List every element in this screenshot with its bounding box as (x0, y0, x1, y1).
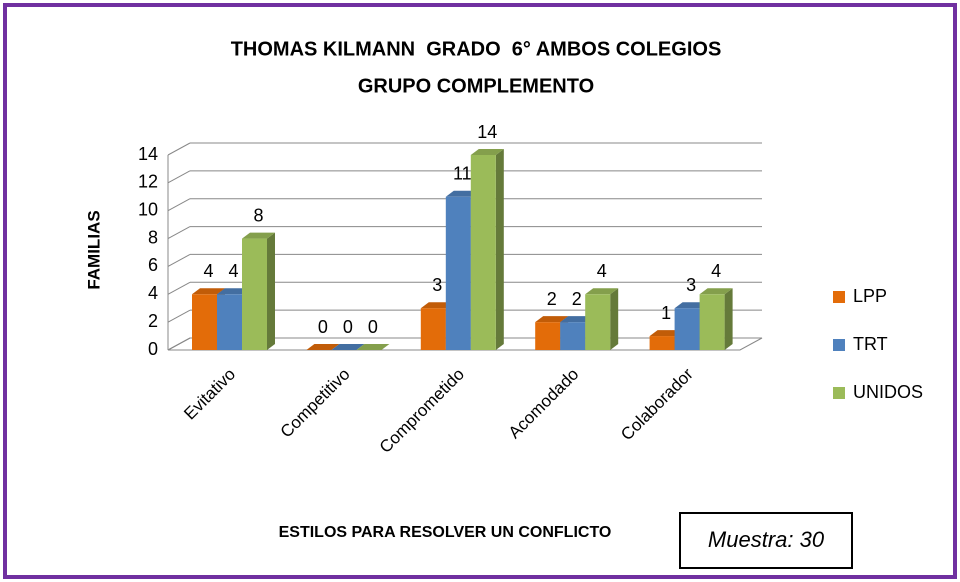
y-axis-title: FAMILIAS (84, 210, 103, 289)
grid-line (167, 226, 191, 240)
grid-line (167, 309, 191, 323)
legend-label: UNIDOS (853, 382, 923, 402)
bar-top (585, 288, 619, 295)
data-label: 4 (228, 261, 238, 281)
bar-front (242, 238, 267, 350)
bar-front (560, 322, 586, 350)
data-label: 3 (686, 275, 696, 295)
bar (242, 232, 275, 350)
legend-swatch (833, 339, 845, 351)
bar-top (535, 316, 569, 323)
data-label: 14 (477, 122, 497, 142)
bar (331, 344, 365, 350)
bar-front (445, 196, 471, 350)
data-label: 3 (432, 275, 442, 295)
y-tick-label: 0 (148, 339, 158, 359)
bar-top (420, 302, 454, 309)
data-label: 1 (661, 303, 671, 323)
bar-front (192, 294, 217, 350)
bar-front (585, 294, 611, 350)
bar (699, 288, 733, 350)
bar (306, 344, 340, 350)
bar-side (610, 288, 619, 350)
bar-top (445, 190, 479, 197)
bar-top (560, 316, 594, 323)
x-axis-title: ESTILOS PARA RESOLVER UN CONFLICTO (279, 524, 612, 541)
legend-swatch (833, 387, 845, 399)
bar-top (699, 288, 733, 295)
grid-line (167, 253, 191, 267)
bar-front (420, 308, 446, 350)
grid-line (167, 142, 191, 156)
grid-line (167, 281, 191, 295)
y-tick-label: 8 (148, 227, 158, 247)
data-label: 11 (453, 164, 472, 184)
bar-top (306, 344, 340, 350)
bar (585, 288, 619, 350)
bar-front (470, 155, 496, 350)
bar-top (242, 232, 275, 239)
data-label: 8 (253, 205, 263, 225)
data-label: 0 (368, 317, 378, 337)
grid-line (167, 198, 191, 212)
bar-top (217, 288, 250, 295)
grid-line (167, 170, 191, 184)
data-label: 2 (572, 289, 582, 309)
bar-front (699, 294, 725, 350)
bar-top (470, 149, 504, 155)
bar-front (535, 322, 561, 350)
y-tick-label: 14 (138, 144, 158, 164)
data-label: 4 (711, 261, 721, 281)
y-tick-label: 6 (148, 255, 158, 275)
bar-front (649, 336, 675, 350)
legend-label: TRT (853, 334, 888, 354)
bar-top (331, 344, 365, 350)
bar-front (674, 308, 700, 350)
data-label: 0 (318, 317, 328, 337)
y-tick-label: 2 (148, 311, 158, 331)
y-tick-label: 4 (148, 283, 158, 303)
chart-title: THOMAS KILMANN GRADO 6° AMBOS COLEGIOS (231, 38, 722, 60)
bar-side (495, 149, 504, 350)
bar-side (724, 288, 733, 350)
data-label: 2 (547, 289, 557, 309)
bar (470, 149, 504, 350)
legend-swatch (833, 291, 845, 303)
annotation-box (679, 512, 853, 569)
data-label: 4 (203, 261, 213, 281)
bar-side (267, 232, 275, 350)
bar-top (356, 344, 390, 350)
data-label: 4 (597, 261, 607, 281)
bar-top (649, 330, 683, 337)
bar-front (217, 294, 242, 350)
annotation: Muestra: 30 (708, 527, 825, 552)
bar (356, 344, 390, 350)
legend-label: LPP (853, 286, 887, 306)
grid-line (167, 337, 191, 351)
data-label: 0 (343, 317, 353, 337)
bar-top (192, 288, 225, 295)
chart-title: GRUPO COMPLEMENTO (358, 75, 594, 97)
y-tick-label: 10 (138, 199, 158, 219)
bar-top (674, 302, 708, 309)
y-tick-label: 12 (138, 172, 158, 192)
